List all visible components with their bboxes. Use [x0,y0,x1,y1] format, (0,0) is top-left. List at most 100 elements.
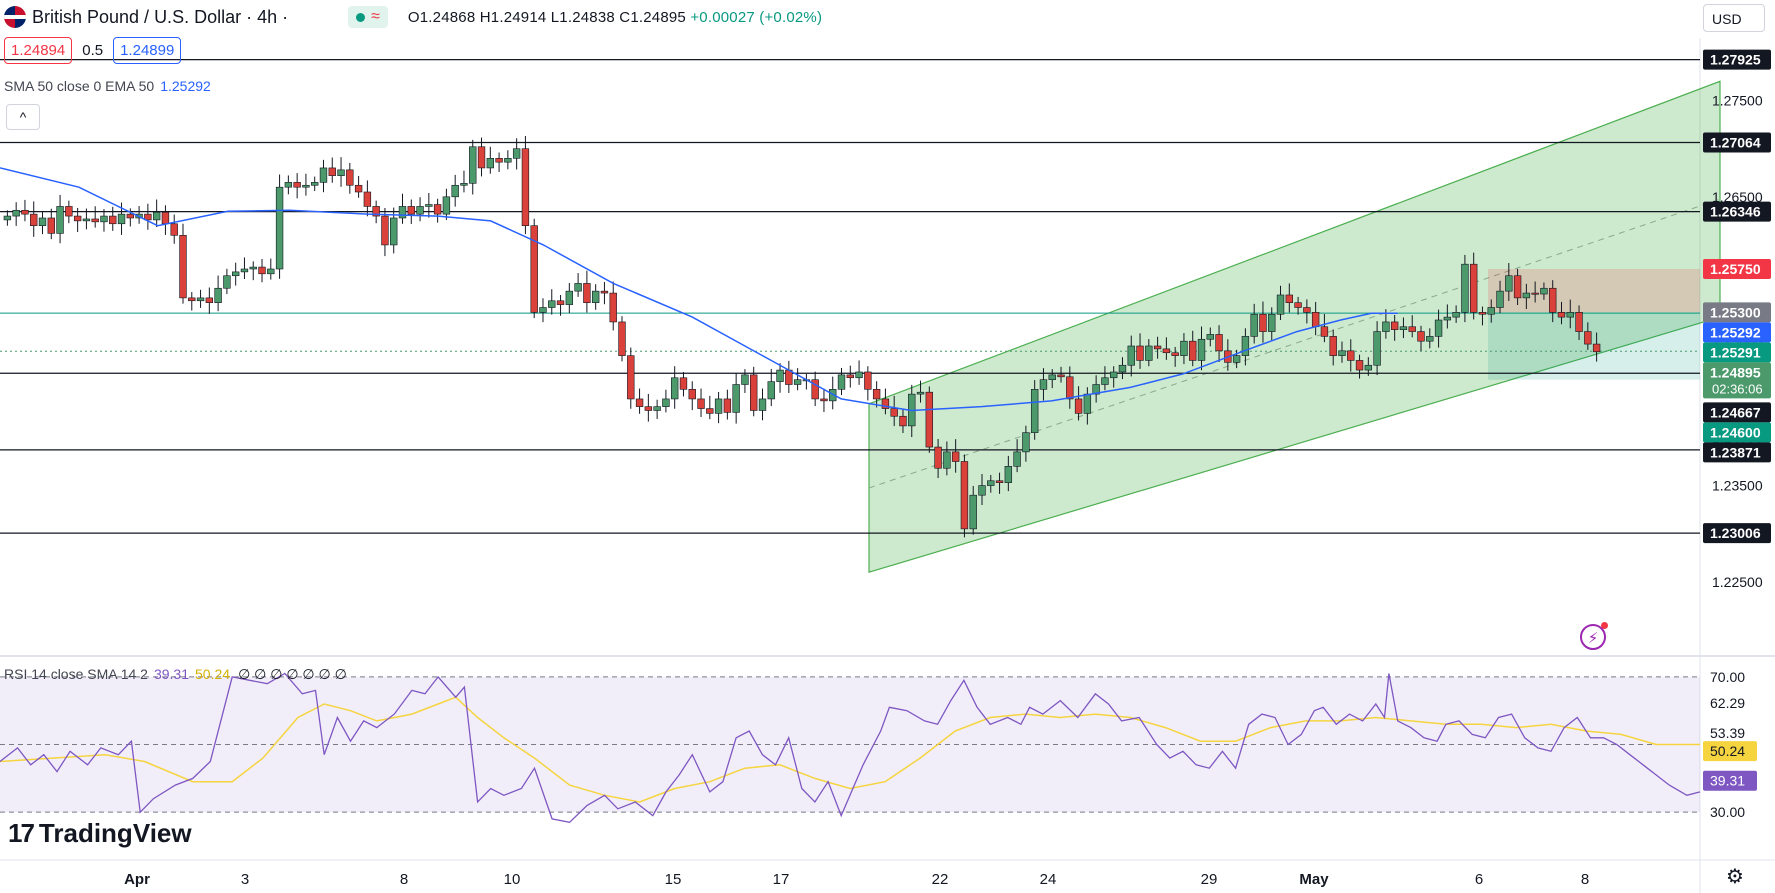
candle-body [1127,345,1135,366]
candle-body [556,300,565,305]
price-axis-label: 1.25291 [1710,344,1761,360]
candle-body [714,398,723,414]
candle-body [1373,331,1381,366]
price-axis-label-bg [1703,523,1771,544]
candle-body [460,183,468,186]
candle-body [1153,345,1162,350]
price-axis-label-bg [1703,259,1771,279]
candle-body [354,184,363,193]
candle-body [925,391,934,448]
candle-body [38,217,47,226]
candle-body [328,167,336,176]
candle-body [1584,331,1592,345]
candle-body [249,266,257,270]
candle-body [1355,360,1364,371]
candle-body [1057,374,1065,378]
ohlc-values: O1.24868 H1.24914 L1.24838 C1.24895 +0.0… [408,9,822,26]
candle-body [486,158,494,169]
rsi-indicator-legend[interactable]: RSI 14 close SMA 14 2 39.31 50.24 ∅ ∅ ∅ ∅ ∅… [4,666,347,683]
candle-body [1030,389,1039,433]
y-tick-label: 1.22500 [1712,574,1763,590]
rsi-indicator-label: RSI 14 close SMA 14 2 [4,666,148,682]
candle-body [758,398,767,411]
price-axis-label-bg [1703,362,1771,399]
candle-body [1048,374,1056,380]
price-axis-label-bg [1703,302,1771,323]
candle-body [205,297,214,303]
candle-body [890,408,898,417]
candle-body [442,196,451,215]
candle-body [1426,336,1434,342]
candle-body [565,290,574,305]
candle-body [1311,312,1320,328]
candle-body [1408,326,1416,332]
candle-body [416,206,424,215]
candle-body [1592,343,1601,353]
candle-body [864,371,872,390]
rsi-line [0,672,1701,824]
candle-body [1083,393,1092,414]
candle-body [425,204,433,207]
candle-body [337,169,345,176]
candle-body [1382,321,1390,332]
market-open-dot-icon [356,12,366,22]
countdown-timer: 02:36:06 [1712,381,1763,396]
candle-body [916,391,925,395]
candle-body [1487,307,1495,315]
candle-body [1276,294,1285,315]
candle-body [179,235,187,299]
candle-body [214,287,222,303]
x-tick-label: May [1299,871,1329,888]
spread-value: 0.5 [82,42,104,59]
currency-selector[interactable]: USD [1703,4,1765,32]
sma-indicator-legend[interactable]: SMA 50 close 0 EMA 50 1.25292 [4,78,211,94]
rsi-axis-label: 39.31 [1710,773,1745,789]
candle-body [1118,364,1127,373]
candle-body [1575,312,1583,332]
candle-body [117,213,126,225]
trade-panel: 1.24894 0.5 1.24899 [4,37,182,64]
candle-body [1259,313,1267,332]
sma-50-line [0,167,1398,412]
candle-body [1320,326,1329,337]
candle-body [3,215,12,221]
collapse-legend-button[interactable]: ^ [6,104,40,130]
candle-body [995,480,1004,483]
candle-body [1549,287,1557,313]
channel-midline [868,198,1721,489]
price-axis-label-bg [1703,201,1771,222]
candle-body [670,377,679,400]
sell-price-button[interactable]: 1.24894 [4,37,73,64]
candle-body [1232,355,1241,363]
candle-body [495,158,503,163]
candle-body [161,211,170,225]
price-axis-label-bg [1703,442,1771,463]
price-axis-label: 1.23006 [1710,525,1761,541]
candle-body [346,169,354,186]
candle-body [1452,312,1460,318]
price-axis-label-bg [1703,422,1771,443]
chart-header: British Pound / U.S. Dollar · 4h · ≈ O1.… [0,0,822,34]
settings-gear-icon[interactable]: ⚙ [1726,866,1744,888]
candle-body [240,268,249,273]
candle-body [881,398,890,409]
buy-price-button[interactable]: 1.24899 [113,37,182,64]
candle-body [1461,263,1469,313]
candle-body [293,182,301,188]
candle-body [1566,312,1574,318]
candle-body [1268,313,1276,332]
candle-body [451,184,459,198]
candle-body [1303,307,1311,313]
candle-body [109,215,117,225]
candle-body [706,408,714,414]
market-status-badge[interactable]: ≈ [348,6,388,28]
price-axis-label-bg [1703,402,1771,423]
symbol-title[interactable]: British Pound / U.S. Dollar · 4h · [32,6,289,27]
tradingview-logo[interactable]: 17 TradingView [8,818,192,849]
candle-body [837,374,846,390]
candle-body [1189,340,1197,361]
candle-body [469,146,477,184]
lightning-alert-icon[interactable]: ⚡ [1580,622,1608,650]
price-axis-label: 1.25300 [1710,304,1761,320]
